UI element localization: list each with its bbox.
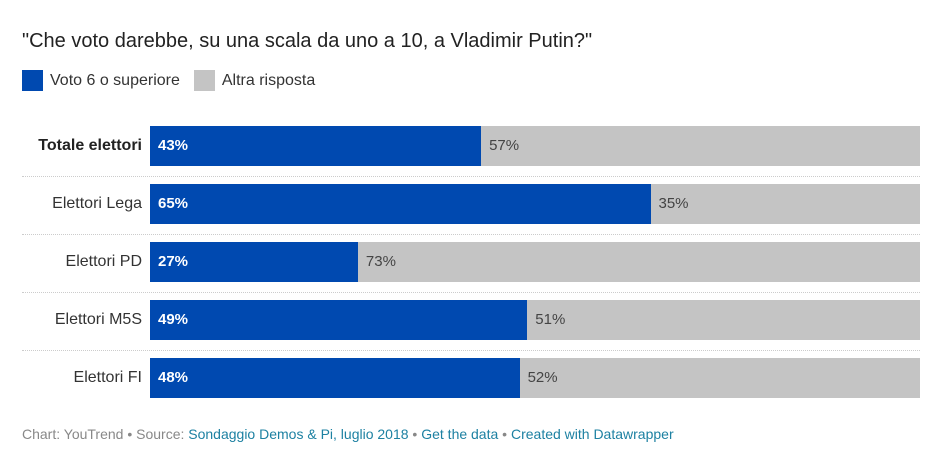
category-label: Elettori Lega [52, 195, 142, 212]
category-label: Totale elettori [38, 137, 142, 154]
bar-track: 48% 52% [150, 358, 920, 398]
category-label: Elettori M5S [54, 311, 142, 328]
bar-segment-voto-6: 27% [150, 242, 358, 282]
bar-track: 43% 57% [150, 126, 920, 166]
bar-row: Elettori Lega 65% 35% [22, 176, 920, 234]
bar-segment-voto-6: 49% [150, 300, 528, 340]
legend: Voto 6 o superiore Altra risposta [22, 70, 329, 91]
bar-row: Totale elettori 43% 57% [22, 118, 920, 176]
legend-label: Voto 6 o superiore [50, 71, 180, 89]
bar-segment-voto-6: 43% [150, 126, 482, 166]
footer: Chart: YouTrend • Source: Sondaggio Demo… [22, 426, 674, 442]
footer-prefix: Chart: YouTrend • Source: [22, 426, 189, 442]
chart-rows: Totale elettori 43% 57% Elettori Lega 65% 35%… [22, 118, 920, 408]
legend-item: Altra risposta [193, 70, 316, 91]
row-separator [22, 234, 920, 235]
bar-segment-voto-6: 65% [150, 184, 651, 224]
bar-track: 65% 35% [150, 184, 920, 224]
legend-swatch [193, 70, 215, 91]
bar-track: 49% 51% [150, 300, 920, 340]
category-label: Elettori FI [73, 369, 142, 386]
bar-row: Elettori FI 48% 52% [22, 350, 920, 408]
bar-track: 27% 73% [150, 242, 920, 282]
bar-segment-voto-6: 48% [150, 358, 520, 398]
bar-segment-altra: 52% [519, 358, 920, 398]
row-separator [22, 350, 920, 351]
footer-separator: • [498, 426, 511, 442]
legend-swatch [22, 70, 43, 91]
footer-separator: • [408, 426, 422, 442]
bar-segment-altra: 35% [650, 184, 920, 224]
get-the-data-link[interactable]: Get the data [421, 426, 499, 442]
row-separator [22, 176, 920, 177]
source-link[interactable]: Sondaggio Demos & Pi, luglio 2018 [188, 426, 409, 442]
row-separator [22, 292, 920, 293]
bar-segment-altra: 73% [357, 242, 920, 282]
legend-label: Altra risposta [221, 71, 316, 89]
bar-row: Elettori M5S 49% 51% [22, 292, 920, 350]
bar-row: Elettori PD 27% 73% [22, 234, 920, 292]
chart-title: "Che voto darebbe, su una scala da uno a… [22, 30, 593, 52]
legend-item: Voto 6 o superiore [22, 70, 180, 91]
datawrapper-link[interactable]: Created with Datawrapper [510, 426, 674, 442]
bar-segment-altra: 57% [481, 126, 920, 166]
bar-segment-altra: 51% [527, 300, 920, 340]
category-label: Elettori PD [65, 253, 142, 270]
